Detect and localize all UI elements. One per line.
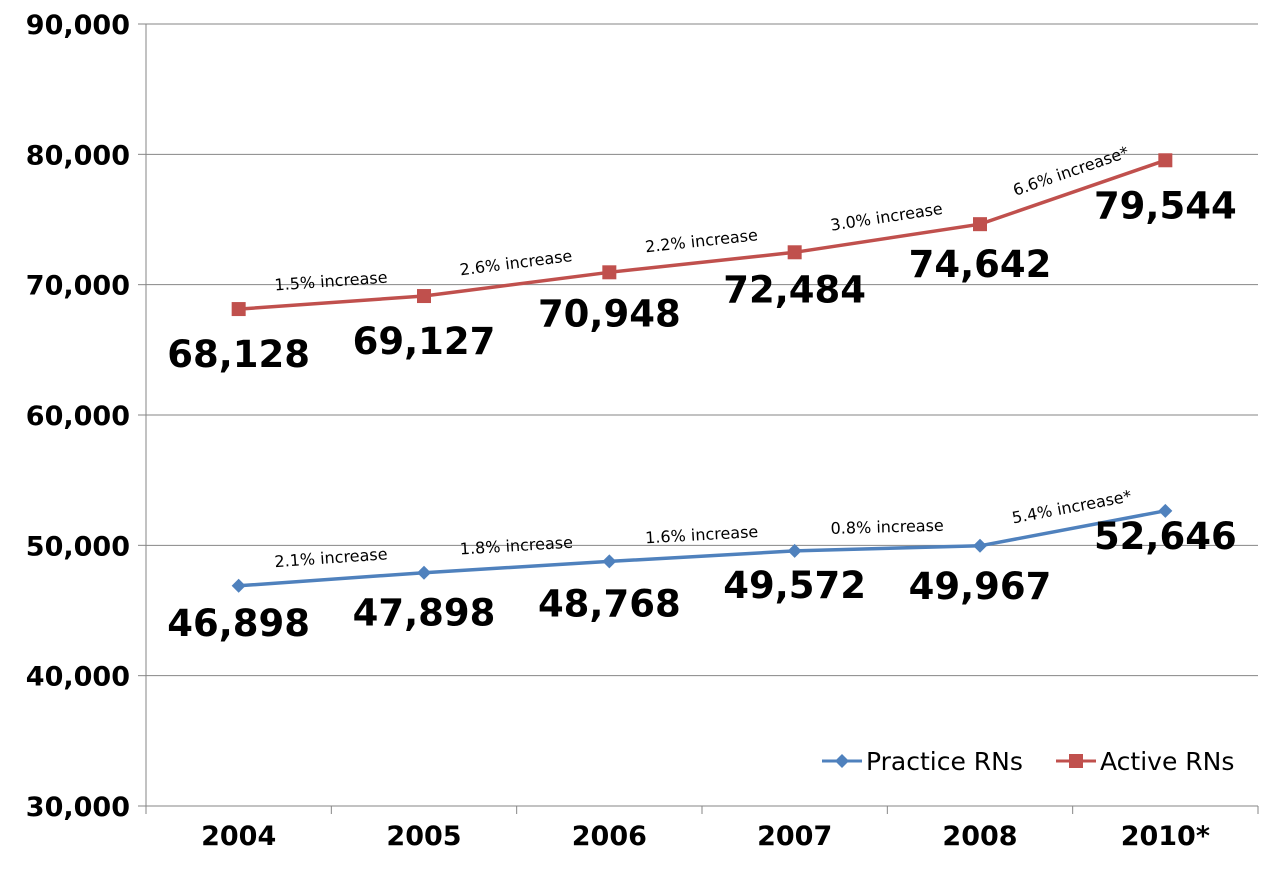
legend-active-label: Active RNs — [1100, 747, 1234, 776]
y-tick-label: 70,000 — [26, 271, 130, 302]
active-rns-point — [973, 217, 987, 232]
increase-annotation: 0.8% increase — [830, 516, 944, 538]
y-tick-label: 40,000 — [26, 662, 130, 693]
data-label: 79,544 — [1094, 184, 1237, 227]
data-label: 46,898 — [167, 602, 310, 645]
practice-rns-point — [231, 578, 246, 593]
data-label: 48,768 — [538, 582, 681, 625]
increase-annotation: 2.2% increase — [644, 225, 759, 256]
active-rns-line — [238, 158, 1166, 311]
y-tick-label: 80,000 — [26, 140, 130, 171]
active-rns-point — [602, 265, 617, 280]
increase-annotation: 3.0% increase — [829, 199, 944, 235]
series-layer — [231, 153, 1173, 593]
x-tick-label: 2004 — [201, 821, 276, 852]
practice-rns-point — [787, 543, 802, 558]
y-tick-label: 50,000 — [26, 531, 130, 562]
active-rns-point — [1158, 153, 1173, 168]
legend-practice-marker — [835, 754, 849, 768]
x-tick-label: 2007 — [757, 821, 832, 852]
x-tick-label: 2010* — [1121, 821, 1210, 852]
x-tick-label: 2008 — [942, 821, 1017, 852]
increase-annotation: 2.1% increase — [274, 544, 388, 571]
practice-rns-point — [602, 554, 617, 569]
y-tick-label: 30,000 — [26, 792, 130, 823]
practice-rns-line — [238, 509, 1166, 588]
legend-practice-label: Practice RNs — [866, 747, 1023, 776]
data-label: 70,948 — [538, 292, 681, 335]
data-label: 69,127 — [353, 320, 496, 363]
active-rns-point — [231, 302, 246, 317]
increase-annotation: 1.5% increase — [274, 268, 388, 295]
x-axis-ticks: 2004 2005 2006 2007 2008 2010* — [201, 821, 1210, 852]
legend-active-marker — [1069, 754, 1083, 768]
data-label: 52,646 — [1094, 515, 1237, 558]
data-label: 72,484 — [723, 268, 866, 311]
y-axis-ticks: 30,000 40,000 50,000 60,000 70,000 80,000 90,0… — [26, 10, 130, 823]
axes — [138, 23, 1259, 814]
x-tick-label: 2006 — [572, 821, 647, 852]
legend: Practice RNs Active RNs — [822, 747, 1234, 776]
practice-rns-point — [1158, 503, 1173, 518]
data-label: 47,898 — [353, 592, 496, 635]
active-rns-point — [417, 289, 431, 304]
data-label: 68,128 — [167, 333, 310, 376]
gridlines — [146, 23, 1258, 677]
y-tick-label: 90,000 — [26, 10, 130, 41]
data-label: 49,572 — [723, 564, 866, 607]
x-tick-label: 2005 — [386, 821, 461, 852]
increase-annotation: 2.6% increase — [459, 246, 574, 279]
data-labels: 46,898 47,898 48,768 49,572 49,967 52,646 68,1… — [167, 184, 1236, 644]
data-label: 49,967 — [909, 565, 1052, 608]
increase-annotation: 1.6% increase — [645, 522, 759, 547]
y-tick-label: 60,000 — [26, 401, 130, 432]
increase-annotation: 1.8% increase — [459, 533, 573, 559]
practice-rns-point — [973, 538, 987, 553]
active-rns-point — [787, 245, 802, 260]
practice-rns-point — [417, 565, 431, 580]
data-label: 74,642 — [909, 243, 1052, 286]
